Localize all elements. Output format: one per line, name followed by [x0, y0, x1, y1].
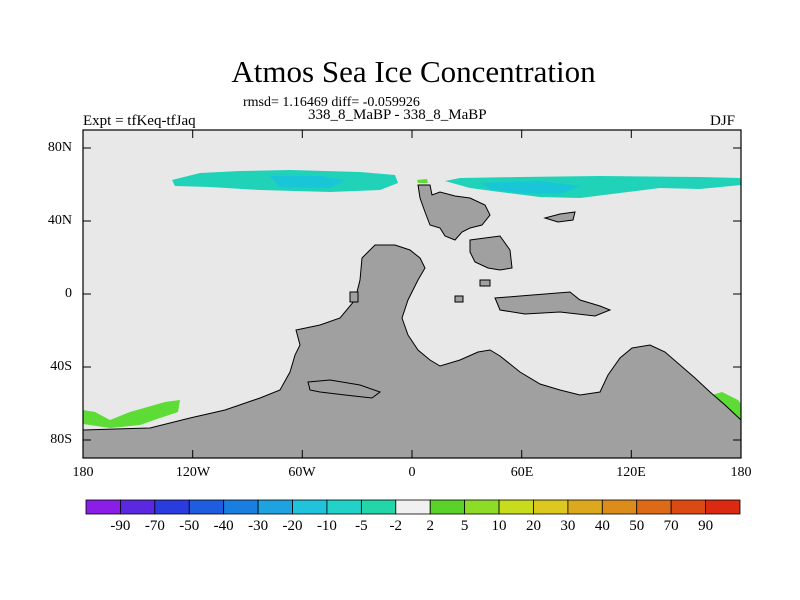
land-north-landmass — [417, 184, 491, 241]
colorbar-label: 5 — [460, 518, 469, 534]
land-central-peninsula — [469, 235, 513, 271]
x-tick-label-180-east: 180 — [730, 465, 752, 480]
x-ticks — [192, 130, 632, 458]
colorbar-swatch — [670, 499, 706, 515]
colorbar-swatch — [360, 499, 397, 515]
arctic-ice-green-dot — [417, 179, 428, 183]
land-small-island-c — [454, 295, 464, 303]
land-small-island-a — [349, 291, 359, 303]
colorbar-swatch — [154, 499, 190, 515]
plot-title: Atmos Sea Ice Concentration — [231, 54, 596, 89]
plot-subtitle: 338_8_MaBP - 338_8_MaBP — [308, 107, 487, 123]
colorbar-label: -30 — [248, 518, 269, 534]
colorbar-label: -20 — [282, 518, 303, 534]
colorbar-label: 70 — [663, 518, 679, 534]
colorbar-swatch — [464, 499, 500, 515]
x-tick-label-180-west: 180 — [72, 465, 94, 480]
colorbar-swatch — [705, 499, 741, 515]
colorbar-swatch — [223, 499, 259, 515]
arctic-ice-core-east — [480, 181, 580, 194]
colorbar-label: 40 — [594, 518, 610, 534]
season-label: DJF — [710, 113, 736, 129]
colorbar-label: 90 — [698, 518, 714, 534]
y-ticks — [83, 147, 741, 441]
antarctic-ice-green-west — [83, 400, 180, 428]
colorbar-swatch — [326, 499, 362, 515]
colorbar-swatch — [85, 499, 121, 515]
colorbar-swatch — [188, 499, 225, 515]
y-tick-label-40s: 40S — [50, 359, 72, 374]
rmsd-diff-stats: rmsd= 1.16469 diff= -0.059926 — [243, 95, 420, 110]
colorbar-swatch — [636, 499, 672, 515]
colorbar-label: -70 — [144, 518, 165, 534]
colorbar-label: -40 — [213, 518, 234, 534]
colorbar-label: 2 — [426, 518, 434, 534]
x-tick-label-120e: 120E — [616, 465, 646, 480]
colorbar-label: -5 — [355, 518, 368, 534]
colorbar-swatch — [567, 499, 603, 515]
colorbar-label: -10 — [316, 518, 337, 534]
x-tick-label-60w: 60W — [288, 465, 316, 480]
experiment-label: Expt = tfKeq-tfJaq — [83, 113, 196, 129]
x-tick-label-60e: 60E — [510, 465, 534, 480]
colorbar-label: 20 — [525, 518, 541, 534]
y-tick-label-0: 0 — [65, 286, 72, 301]
colorbar-swatch — [429, 499, 466, 515]
colorbar — [85, 499, 741, 515]
colorbar-swatch — [498, 499, 534, 515]
colorbar-swatch — [257, 499, 293, 515]
x-tick-label-120w: 120W — [175, 465, 211, 480]
y-tick-label-80s: 80S — [50, 432, 72, 447]
colorbar-swatch — [601, 499, 638, 515]
colorbar-swatch — [292, 499, 328, 515]
land-antarctic-peninsula — [307, 379, 382, 399]
land-north-islands — [543, 211, 576, 223]
y-tick-label-80n: 80N — [47, 140, 72, 155]
land-antarctica-africa-block — [82, 244, 742, 459]
colorbar-label: -2 — [389, 518, 403, 534]
colorbar-swatch — [395, 499, 431, 515]
colorbar-label: 10 — [491, 518, 507, 534]
arctic-ice-core-west — [270, 176, 345, 188]
x-tick-label-0: 0 — [408, 465, 416, 480]
colorbar-swatch — [533, 499, 569, 515]
colorbar-label: -90 — [110, 518, 131, 534]
y-tick-label-40n: 40N — [47, 213, 72, 228]
colorbar-label: 50 — [629, 518, 645, 534]
colorbar-label: -50 — [179, 518, 200, 534]
colorbar-label: 30 — [560, 518, 576, 534]
colorbar-swatch — [120, 499, 156, 515]
land-equatorial-strip — [494, 291, 612, 317]
land-small-island-b — [479, 279, 491, 287]
